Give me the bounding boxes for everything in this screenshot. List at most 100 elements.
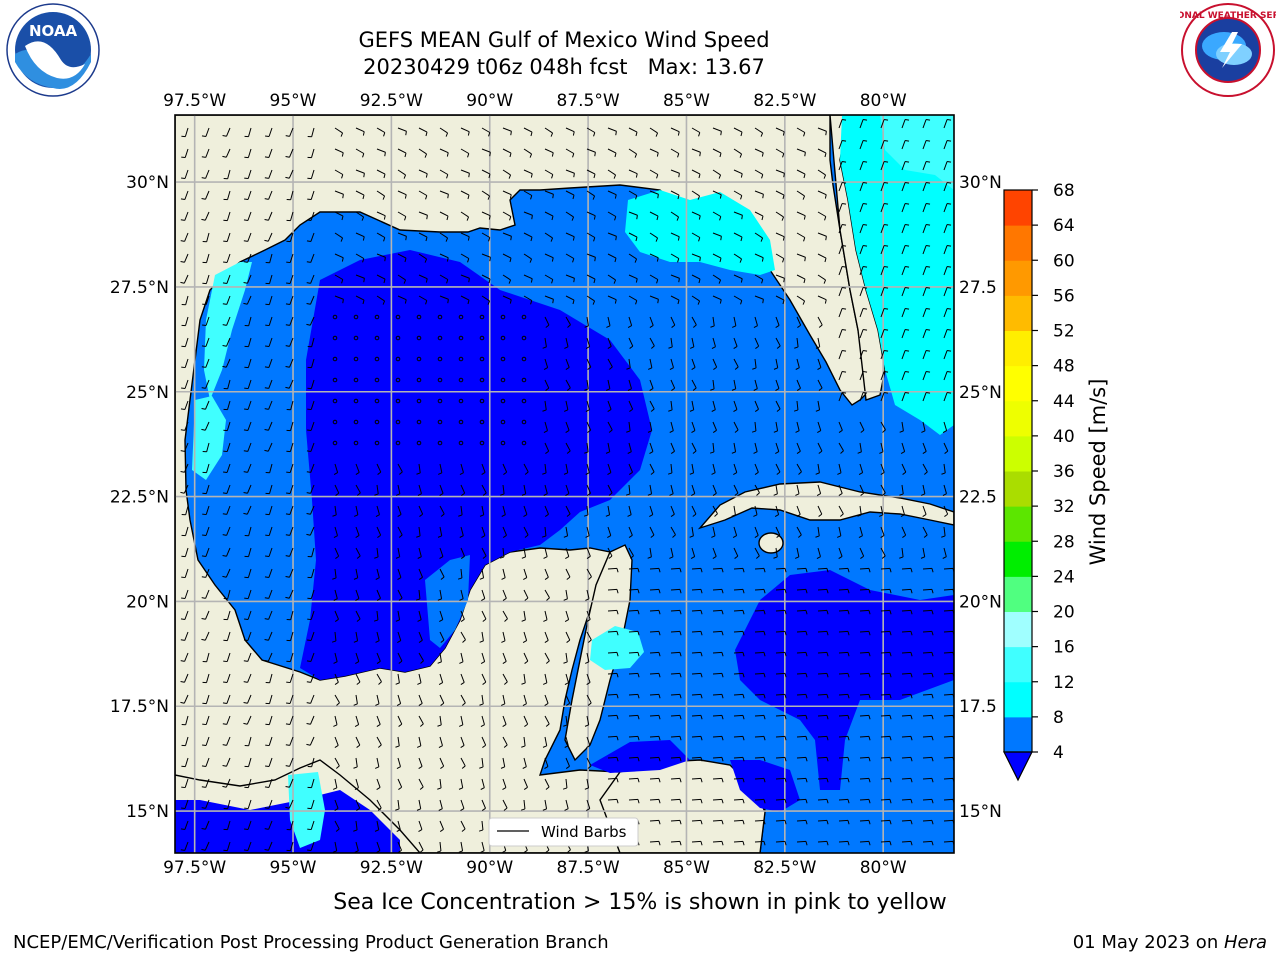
wind-barb [244,190,252,201]
wind-barb [522,694,527,706]
wind-barb [418,505,424,517]
wind-barb-calm [353,314,359,320]
wind-barb [395,673,400,685]
wind-barb [543,610,548,622]
wind-barb-calm [332,377,338,383]
wind-barb [244,799,252,810]
wind-barb [670,777,682,783]
wind-barb [264,379,273,389]
wind-barb-calm [500,356,506,362]
wind-barb [690,547,696,559]
wind-barb [223,652,231,663]
wind-barb [774,505,780,517]
wind-barb [775,526,781,538]
wind-barb [376,736,382,748]
colorbar-bin [1004,365,1032,402]
wind-barb [859,140,868,150]
wind-barb [838,350,847,360]
wind-barb [751,421,757,433]
wind-barb [754,819,766,825]
wind-barb [306,295,315,305]
wind-barb [859,161,868,171]
wind-barb [264,400,273,410]
wind-barb [460,190,470,200]
wind-barb [438,799,443,811]
colorbar-bin [1004,506,1032,542]
wind-barb [565,505,571,517]
lat-label-left: 27.5°N [110,278,169,298]
wind-barb [754,693,766,699]
wind-barb [564,400,569,412]
wind-barb [607,588,619,594]
wind-barb [628,630,640,636]
wind-barb [544,274,554,284]
wind-barb [754,463,759,475]
wind-barb [691,567,703,573]
wind-barb [691,609,703,615]
wind-barb [628,756,640,762]
wind-barb [286,463,294,474]
wind-barb [417,547,422,559]
wind-barb [754,735,766,741]
wind-barb [838,756,850,762]
wind-barb [649,714,661,720]
wind-barb [584,778,590,790]
wind-barb [265,337,273,348]
colorbar-tick-label: 24 [1053,567,1075,587]
wind-barb [691,735,703,741]
wind-barb [181,295,189,306]
wind-barb [397,148,407,158]
wind-barb [880,819,892,825]
wind-barb [775,714,787,720]
wind-barb [775,253,785,263]
wind-barb [286,211,294,222]
wind-barb-calm [416,314,422,320]
wind-barb [439,295,449,304]
lon-label-bottom: 82.5°W [753,858,816,878]
wind-barb-calm [416,335,422,341]
wind-barb [265,715,273,726]
wind-barb [796,442,801,454]
wind-barb [733,777,745,783]
wind-barb [838,182,847,192]
wind-barb [333,652,338,664]
wind-barb [649,337,655,349]
wind-barb [460,211,470,221]
wind-barb [648,358,653,370]
wind-barb [901,651,913,657]
wind-barb [606,379,611,391]
wind-barb [607,651,619,657]
wind-barb [180,484,189,494]
wind-barb [586,358,592,370]
wind-barb [376,274,386,284]
wind-barb [244,337,252,348]
wind-barb [542,736,548,748]
wind-barb [286,274,294,285]
wind-barb [201,337,210,347]
wind-barb [264,421,273,431]
wind-barb [376,169,386,179]
wind-barb [376,589,381,601]
wind-barb [376,463,382,475]
wind-barb [460,610,465,622]
wind-barb [307,358,315,369]
colorbar-tick-label: 64 [1053,216,1075,236]
wind-barb-calm [374,335,380,341]
wind-barb [775,169,785,178]
wind-barb [223,589,231,600]
wind-barb [795,547,800,559]
wind-barb [222,127,231,137]
lon-labels-top: 97.5°W 95°W 92.5°W 90°W 87.5°W 85°W 82.5°W 80°W [163,91,907,111]
wind-barb [223,190,231,201]
wind-barb [333,463,339,475]
wind-barb [544,379,550,391]
wind-barb [689,400,695,412]
lon-label-top: 97.5°W [163,91,226,111]
wind-barb [922,735,934,741]
wind-barb [286,400,294,411]
wind-barb [523,232,533,242]
wind-barb [376,526,382,538]
wind-barb [306,442,315,452]
wind-barb [733,609,745,615]
lat-label-left: 25°N [126,383,169,403]
